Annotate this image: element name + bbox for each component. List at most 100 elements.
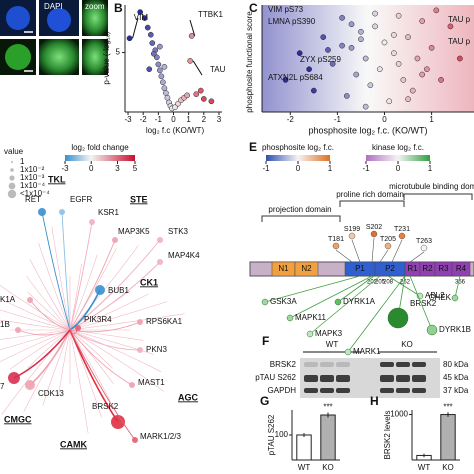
y-tick-label: 5 bbox=[116, 48, 121, 57]
point bbox=[358, 36, 364, 43]
nucleus bbox=[47, 8, 71, 32]
band bbox=[396, 375, 410, 382]
point bbox=[405, 96, 411, 103]
region-label: N1 bbox=[278, 264, 289, 273]
site-label: T205 bbox=[380, 236, 396, 243]
size-key bbox=[8, 182, 16, 190]
tree-branch bbox=[69, 254, 98, 331]
micrograph bbox=[82, 0, 108, 36]
point bbox=[428, 44, 435, 51]
point bbox=[164, 94, 171, 101]
tree-branch bbox=[0, 285, 71, 331]
band bbox=[320, 375, 334, 382]
colorbar-tick-label: 3 bbox=[115, 164, 120, 173]
size-label: 1 bbox=[20, 157, 25, 166]
kinase-node bbox=[157, 259, 163, 265]
tree-branch bbox=[51, 226, 71, 331]
kinase-label: GSK3A bbox=[270, 297, 297, 306]
lane-label: KO bbox=[401, 340, 413, 349]
point bbox=[405, 34, 411, 40]
x-tick-label: -3 bbox=[124, 115, 132, 124]
site-label: T263 bbox=[416, 238, 432, 245]
point bbox=[391, 32, 397, 38]
tree-branch bbox=[29, 259, 71, 331]
point bbox=[358, 28, 364, 35]
site-label: S199 bbox=[344, 226, 360, 233]
residue-label: 208 bbox=[383, 280, 394, 286]
kinase-node bbox=[25, 380, 35, 390]
size-label: <1x10⁻⁴ bbox=[20, 189, 50, 198]
micrograph bbox=[39, 39, 79, 75]
site-head bbox=[332, 242, 340, 250]
residue-label: 262 bbox=[400, 280, 411, 286]
band bbox=[304, 375, 318, 382]
panel-label: zoom bbox=[85, 2, 105, 11]
panel-letter: G bbox=[260, 394, 269, 408]
band-label: GAPDH bbox=[268, 386, 297, 395]
x-tick-label: 2 bbox=[202, 115, 207, 124]
annotation: ZYX pS259 bbox=[300, 55, 341, 64]
point bbox=[419, 71, 426, 78]
size-key bbox=[7, 189, 17, 199]
point bbox=[161, 63, 168, 70]
band bbox=[336, 388, 350, 393]
band-size: 80 kDa bbox=[443, 360, 469, 369]
kinase-label: STK3 bbox=[168, 227, 189, 236]
point bbox=[126, 35, 133, 42]
residue-label: 356 bbox=[455, 280, 466, 286]
point bbox=[144, 24, 151, 31]
x-tick-label: -2 bbox=[287, 115, 295, 124]
kinase-node bbox=[132, 437, 138, 443]
colorbar-tick-label: 1 bbox=[328, 164, 333, 173]
point bbox=[296, 50, 303, 57]
axis-label: phosphosite functional score bbox=[245, 11, 254, 113]
kinase-link bbox=[347, 275, 406, 353]
panel-letter: C bbox=[249, 1, 258, 15]
band bbox=[336, 362, 350, 367]
kinase-node bbox=[306, 330, 314, 338]
bar bbox=[440, 414, 456, 461]
domain-label: proline rich domain bbox=[336, 190, 404, 199]
colorbar-tick-label: 0 bbox=[296, 164, 301, 173]
site-stem bbox=[379, 249, 389, 263]
size-label: 1x10⁻⁴ bbox=[20, 181, 46, 190]
domain-region bbox=[451, 261, 471, 277]
band bbox=[304, 362, 318, 367]
tree-branch bbox=[0, 319, 71, 331]
kinase-label: MAPK11 bbox=[295, 313, 327, 322]
point bbox=[141, 15, 148, 21]
point bbox=[447, 23, 454, 30]
point bbox=[200, 96, 207, 102]
colorbar-tick-label: -1 bbox=[362, 164, 370, 173]
axis-label: BRSK2 levels bbox=[383, 411, 392, 460]
x-tick-label: -1 bbox=[155, 115, 163, 124]
kinase-node bbox=[426, 324, 438, 336]
point bbox=[310, 87, 317, 94]
point bbox=[376, 66, 383, 73]
tree-branch bbox=[61, 211, 71, 331]
kinase-link bbox=[454, 275, 461, 299]
kinase-label: EGFR bbox=[70, 195, 92, 204]
kinase-node bbox=[15, 327, 21, 333]
point bbox=[424, 66, 430, 73]
panel-letter: F bbox=[262, 334, 269, 348]
region-label: P2 bbox=[385, 264, 395, 273]
point bbox=[197, 87, 204, 94]
kinase-label: MAP3K5 bbox=[118, 227, 150, 236]
point bbox=[391, 50, 397, 57]
micrograph bbox=[82, 39, 108, 75]
legend-title: kinase log₂ f.c. bbox=[372, 143, 424, 152]
tree-branch bbox=[69, 261, 161, 331]
tree-branch bbox=[29, 329, 71, 386]
arrow bbox=[192, 60, 203, 76]
colorbar-tick-label: 0 bbox=[89, 164, 94, 173]
tree-branch bbox=[69, 313, 185, 331]
kinase-link bbox=[337, 275, 375, 303]
point bbox=[187, 58, 194, 64]
region-label: P1 bbox=[355, 264, 365, 273]
point bbox=[161, 85, 168, 92]
kinase-label: MAST1 bbox=[138, 378, 165, 387]
band bbox=[412, 375, 426, 382]
tree-branch bbox=[26, 275, 71, 331]
site-head bbox=[420, 244, 428, 252]
